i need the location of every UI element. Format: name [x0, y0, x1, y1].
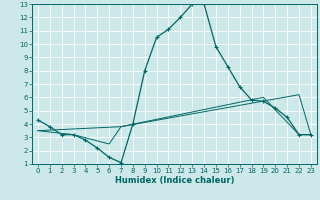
X-axis label: Humidex (Indice chaleur): Humidex (Indice chaleur): [115, 176, 234, 185]
